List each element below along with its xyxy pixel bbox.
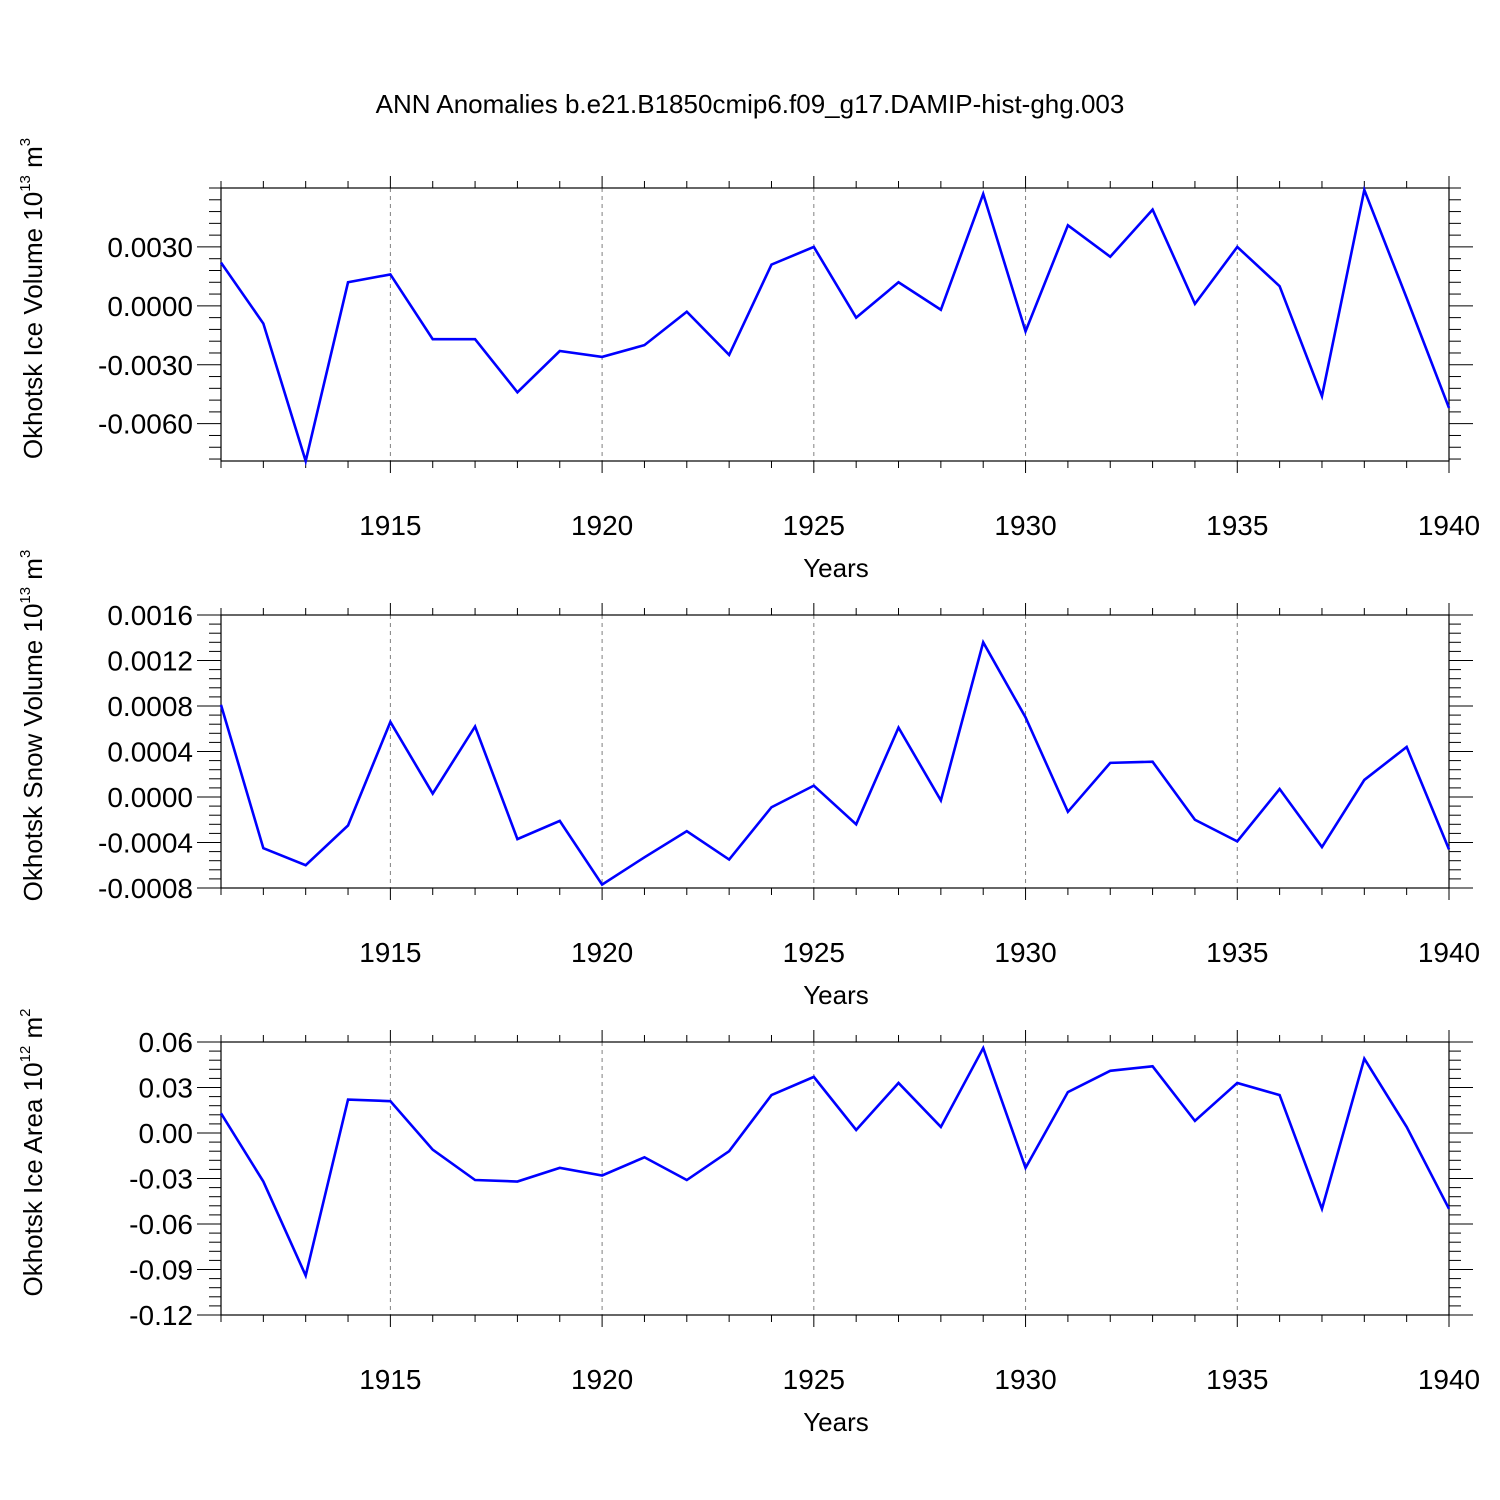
x-tick-label: 1920: [571, 937, 633, 968]
y-axis-label-text: Okhotsk Snow Volume 10: [18, 604, 48, 902]
plot-frame: [220, 614, 1450, 889]
y-axis-label-unit-exponent: 3: [17, 138, 34, 146]
y-tick-label: -0.0004: [98, 828, 193, 859]
plot-frame: [220, 1041, 1450, 1316]
series-line: [219, 185, 1451, 466]
x-tick-label: 1925: [783, 1364, 845, 1395]
x-tick-label: 1940: [1418, 937, 1480, 968]
y-axis-label-unit-exponent: 2: [17, 1008, 34, 1016]
panel-3: 1915 1920 1925 1930 1935 1940 0.06 0.03 0.00 -0.0…: [17, 1008, 1480, 1437]
y-tick-label: 0.0004: [107, 737, 193, 768]
y-axis-label-exponent: 13: [17, 175, 34, 192]
x-tick-label: 1930: [994, 1364, 1056, 1395]
y-axis-label: Okhotsk Ice Area 1012 m2: [17, 1008, 48, 1296]
y-tick-label: -0.0060: [98, 409, 193, 440]
y-tick-label: -0.0008: [98, 873, 193, 904]
y-tick-label: 0.0000: [107, 782, 193, 813]
x-tick-label: 1930: [994, 510, 1056, 541]
x-tick-label: 1915: [359, 1364, 421, 1395]
y-tick-label: -0.09: [129, 1255, 193, 1286]
y-tick-label: -0.12: [129, 1300, 193, 1331]
panel-1: 1915 1920 1925 1930 1935 1940 0.0030 0.0000 -0.0…: [17, 138, 1480, 583]
y-tick-label: -0.03: [129, 1164, 193, 1195]
x-tick-label: 1915: [359, 937, 421, 968]
x-tick-label: 1930: [994, 937, 1056, 968]
y-axis-label-unit: m: [18, 558, 48, 587]
y-tick-label: 0.0016: [107, 600, 193, 631]
y-axis-label-text: Okhotsk Ice Area 10: [18, 1062, 48, 1296]
y-tick-label: 0.0000: [107, 291, 193, 322]
y-axis-label-exponent: 13: [17, 587, 34, 604]
y-axis-label-unit-exponent: 3: [17, 550, 34, 558]
x-tick-label: 1920: [571, 510, 633, 541]
y-axis-label: Okhotsk Ice Volume 1013 m3: [17, 138, 48, 459]
x-tick-label: 1935: [1206, 1364, 1268, 1395]
x-tick-label: 1935: [1206, 937, 1268, 968]
panel-2: 1915 1920 1925 1930 1935 1940 0.0016 0.0012 0.00…: [17, 550, 1480, 1010]
panels: 1915 1920 1925 1930 1935 1940 0.0030 0.0000 -0.0…: [17, 138, 1480, 1437]
y-axis-label-text: Okhotsk Ice Volume 10: [18, 192, 48, 459]
series-line: [219, 638, 1451, 887]
x-axis-label: Years: [803, 1407, 869, 1437]
y-axis-label-unit: m: [18, 1017, 48, 1046]
x-tick-label: 1925: [783, 937, 845, 968]
x-tick-label: 1940: [1418, 1364, 1480, 1395]
y-tick-label: -0.0030: [98, 350, 193, 381]
y-axis-label: Okhotsk Snow Volume 1013 m3: [17, 550, 48, 902]
plot-frame: [220, 187, 1450, 462]
x-axis-label: Years: [803, 980, 869, 1010]
x-tick-label: 1920: [571, 1364, 633, 1395]
x-tick-label: 1915: [359, 510, 421, 541]
y-tick-label: 0.00: [139, 1118, 194, 1149]
y-tick-label: -0.06: [129, 1209, 193, 1240]
x-tick-label: 1925: [783, 510, 845, 541]
x-axis-label: Years: [803, 553, 869, 583]
series-line: [219, 1044, 1451, 1280]
figure-title: ANN Anomalies b.e21.B1850cmip6.f09_g17.D…: [376, 89, 1125, 119]
x-tick-label: 1940: [1418, 510, 1480, 541]
y-axis-label-exponent: 12: [17, 1046, 34, 1063]
y-tick-label: 0.06: [139, 1027, 194, 1058]
y-tick-label: 0.0012: [107, 646, 193, 677]
y-tick-label: 0.0030: [107, 232, 193, 263]
x-tick-label: 1935: [1206, 510, 1268, 541]
y-tick-label: 0.03: [139, 1073, 194, 1104]
y-tick-label: 0.0008: [107, 691, 193, 722]
y-axis-label-unit: m: [18, 146, 48, 175]
